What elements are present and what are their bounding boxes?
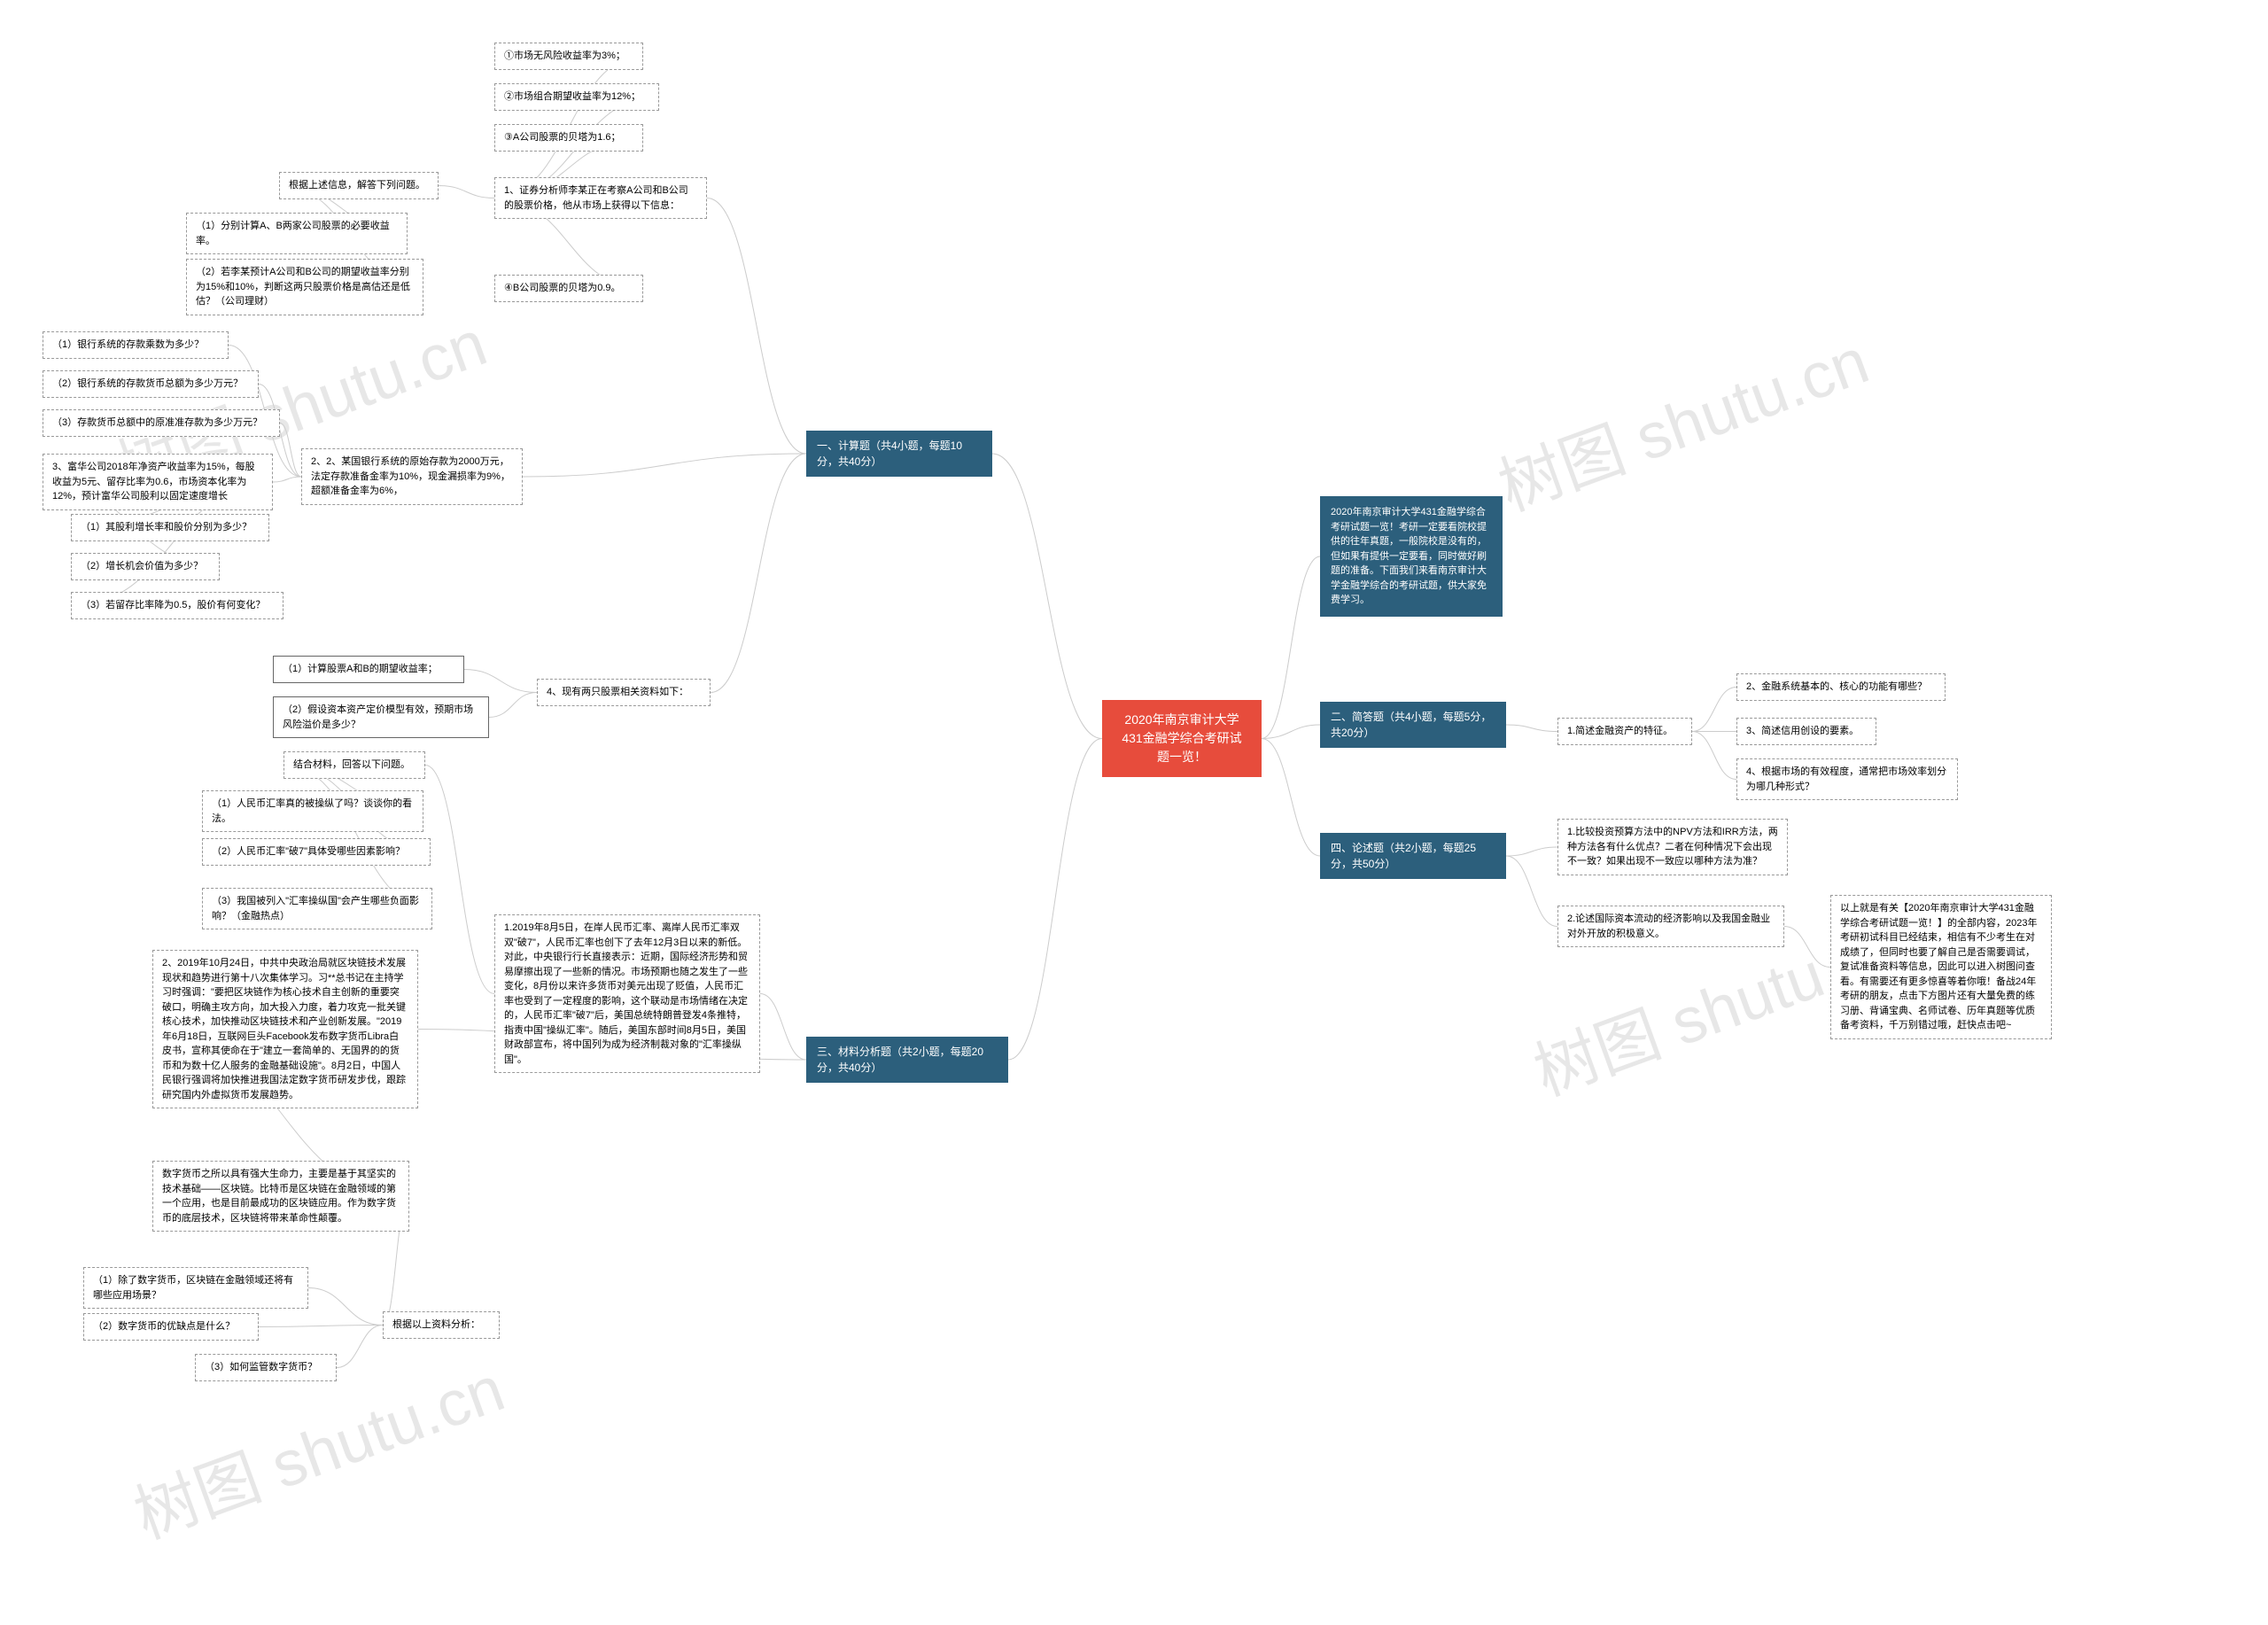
section-node[interactable]: 一、计算题（共4小题，每题10分，共40分） [806,431,992,477]
leaf-node[interactable]: 2、金融系统基本的、核心的功能有哪些？ [1736,673,1946,701]
connector-line [273,477,301,482]
leaf-node[interactable]: （3）我国被列入"汇率操纵国"会产生哪些负面影响？（金融热点） [202,888,432,929]
leaf-node[interactable]: （3）存款货币总额中的原准准存款为多少万元？ [43,409,280,437]
connector-line [1506,856,1557,927]
leaf-node[interactable]: （2）银行系统的存款货币总额为多少万元？ [43,370,259,398]
leaf-node[interactable]: （1）银行系统的存款乘数为多少？ [43,331,229,359]
intro-node[interactable]: 2020年南京审计大学431金融学综合考研试题一览！考研一定要看院校提供的往年真… [1320,496,1503,617]
leaf-node[interactable]: （1）人民币汇率真的被操纵了吗？谈谈你的看法。 [202,790,423,832]
section-node[interactable]: 三、材料分析题（共2小题，每题20分，共40分） [806,1037,1008,1083]
connector-line [760,994,806,1061]
leaf-node[interactable]: （1）其股利增长率和股价分别为多少？ [71,514,269,541]
leaf-node[interactable]: 1.简述金融资产的特征。 [1557,718,1692,745]
connector-line [280,424,301,478]
leaf-node[interactable]: 2、2、某国银行系统的原始存款为2000万元，法定存款准备金率为10%，现金漏损… [301,448,523,505]
leaf-node[interactable]: （3）若留存比率降为0.5，股价有何变化？ [71,592,284,619]
leaf-node[interactable]: 结合材料，回答以下问题。 [284,751,425,779]
connector-line [1262,739,1320,857]
leaf-node[interactable]: 根据以上资料分析： [383,1311,500,1339]
connector-line [1262,556,1320,739]
leaf-node[interactable]: 1.比较投资预算方法中的NPV方法和IRR方法，两种方法各有什么优点？二者在何种… [1557,819,1788,875]
connector-line [992,454,1102,739]
connector-line [707,198,806,455]
root-node[interactable]: 2020年南京审计大学431金融学综合考研试题一览！ [1102,700,1262,777]
connector-line [337,1326,383,1368]
leaf-node[interactable]: ④B公司股票的贝塔为0.9。 [494,275,643,302]
leaf-node[interactable]: ②市场组合期望收益率为12%； [494,83,659,111]
connector-line [523,454,806,477]
leaf-node[interactable]: 3、富华公司2018年净资产收益率为15%，每股收益为5元、留存比率为0.6，市… [43,454,273,510]
section-node[interactable]: 二、简答题（共4小题，每题5分，共20分） [1320,702,1506,748]
leaf-node[interactable]: （2）人民币汇率"破7"具体受哪些因素影响？ [202,838,431,866]
connector-line [1262,725,1320,739]
leaf-node[interactable]: （3）如何监管数字货币？ [195,1354,337,1381]
leaf-node[interactable]: （2）数字货币的优缺点是什么？ [83,1313,259,1341]
connector-line [1692,732,1736,780]
section-node[interactable]: 四、论述题（共2小题，每题25分，共50分） [1320,833,1506,879]
leaf-node[interactable]: 3、简述信用创设的要素。 [1736,718,1876,745]
connector-line [1692,688,1736,732]
leaf-node[interactable]: 2、2019年10月24日，中共中央政治局就区块链技术发展现状和趋势进行第十八次… [152,950,418,1108]
leaf-node[interactable]: 以上就是有关【2020年南京审计大学431金融学综合考研试题一览！】的全部内容，… [1830,895,2052,1039]
leaf-node[interactable]: 数字货币之所以具有强大生命力，主要是基于其坚实的技术基础——区块链。比特币是区块… [152,1161,409,1232]
leaf-node[interactable]: 2.论述国际资本流动的经济影响以及我国金融业对外开放的积极意义。 [1557,906,1784,947]
connector-line [489,693,537,718]
connector-line [1506,847,1557,856]
leaf-node[interactable]: （2）若李某预计A公司和B公司的期望收益率分别为15%和10%，判断这两只股票价… [186,259,423,315]
leaf-node[interactable]: 根据上述信息，解答下列问题。 [279,172,439,199]
connector-line [464,670,537,693]
leaf-node[interactable]: 4、根据市场的有效程度，通常把市场效率划分为哪几种形式？ [1736,758,1958,800]
leaf-node[interactable]: （1）计算股票A和B的期望收益率； [273,656,464,683]
connector-line [1506,725,1557,732]
connector-line [259,1326,383,1327]
leaf-node[interactable]: ③A公司股票的贝塔为1.6； [494,124,643,152]
connector-line [1784,927,1830,968]
leaf-node[interactable]: 1、证券分析师李某正在考察A公司和B公司的股票价格，他从市场上获得以下信息： [494,177,707,219]
connector-line [439,186,494,198]
connector-line [1008,739,1102,1061]
connector-line [425,766,494,994]
leaf-node[interactable]: 1.2019年8月5日，在岸人民币汇率、离岸人民币汇率双双"破7"，人民币汇率也… [494,914,760,1073]
leaf-node[interactable]: （1）分别计算A、B两家公司股票的必要收益率。 [186,213,408,254]
leaf-node[interactable]: 4、现有两只股票相关资料如下： [537,679,711,706]
watermark: 树图 shutu.cn [1484,309,1879,529]
leaf-node[interactable]: ①市场无风险收益率为3%； [494,43,643,70]
leaf-node[interactable]: （1）除了数字货币，区块链在金融领域还将有哪些应用场景？ [83,1267,308,1309]
connector-line [711,454,806,693]
leaf-node[interactable]: （2）增长机会价值为多少？ [71,553,220,580]
leaf-node[interactable]: （2）假设资本资产定价模型有效，预期市场风险溢价是多少？ [273,696,489,738]
connector-line [308,1288,383,1326]
